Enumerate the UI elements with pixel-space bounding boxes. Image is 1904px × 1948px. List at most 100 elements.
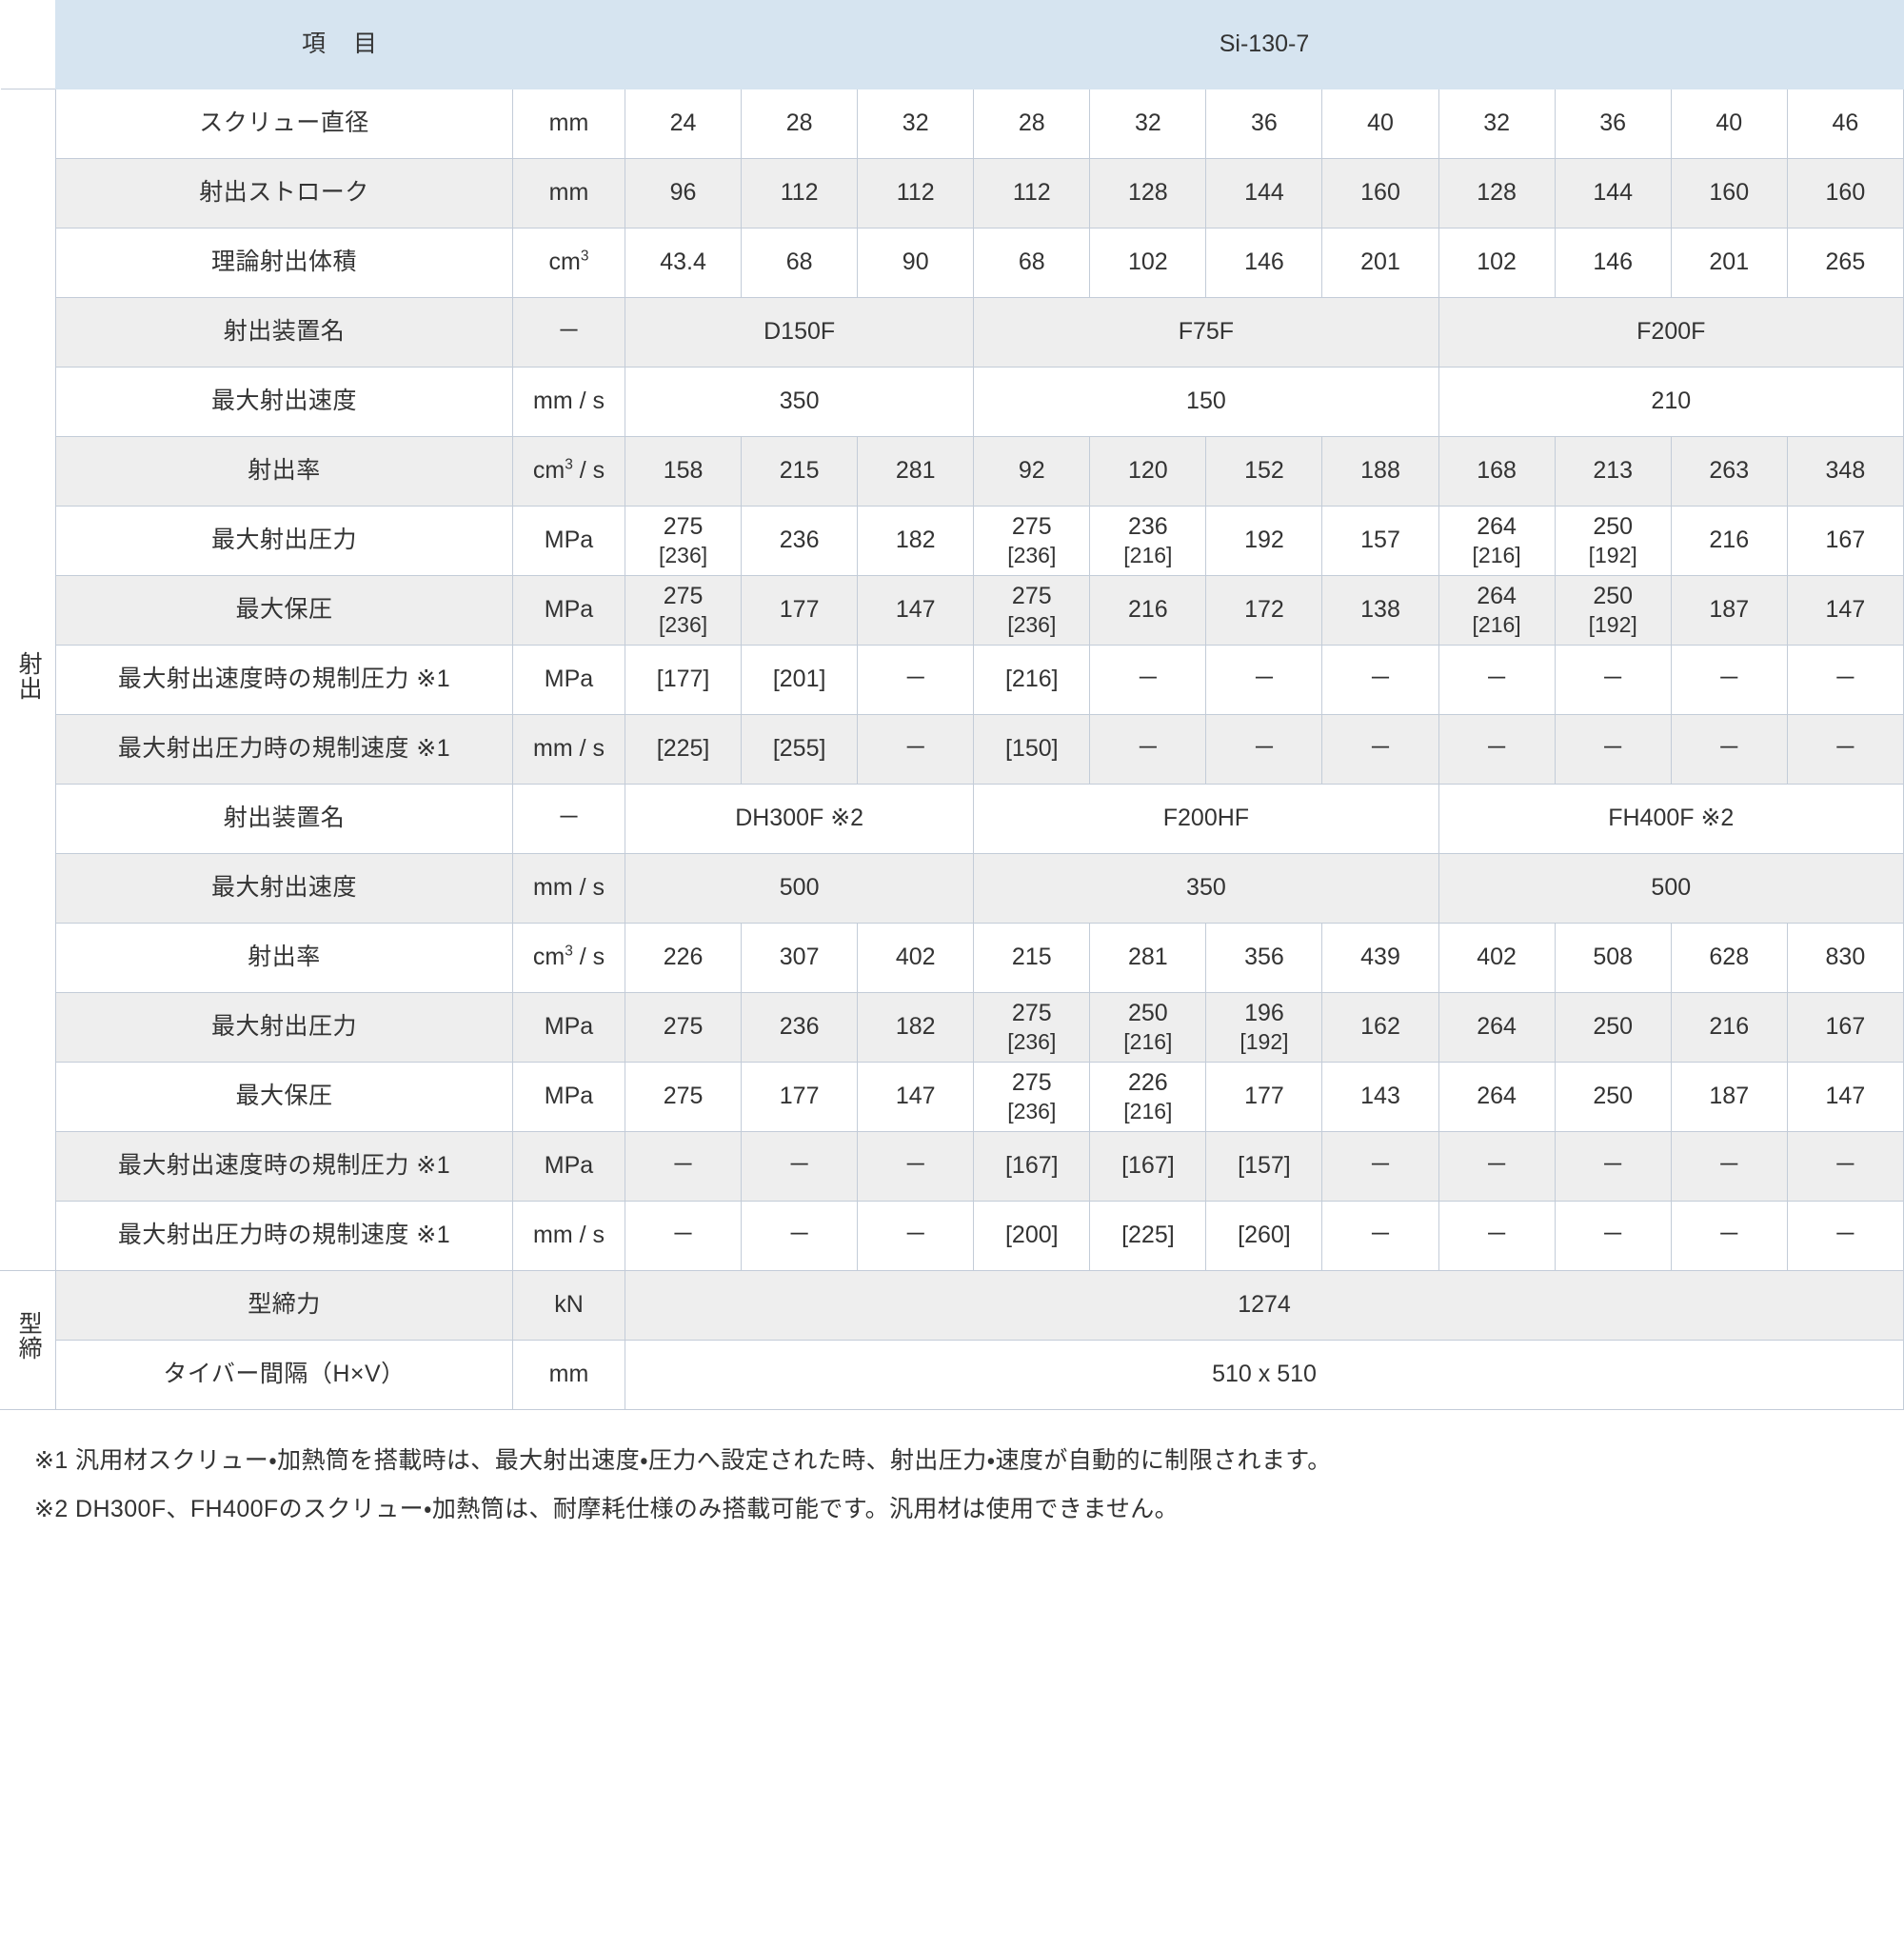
table-row: 最大射出速度時の規制圧力 ※1 MPa [177] [201] － [216] －－－－－－… — [1, 645, 1904, 715]
value-cell: － — [625, 1131, 743, 1202]
value-cell: [177] — [625, 645, 743, 715]
merged-value-cell: 1274 — [625, 1270, 1904, 1341]
value-cell: 275 [236] — [973, 575, 1091, 646]
row-unit: MPa — [511, 506, 626, 576]
value-cell: 96 — [625, 158, 743, 229]
value-cell: [150] — [973, 714, 1091, 785]
row-unit: cm3 / s — [511, 436, 626, 507]
value-cell: 167 — [1786, 506, 1904, 576]
value-cell: [200] — [973, 1201, 1091, 1271]
row-label: 最大射出圧力時の規制速度 ※1 — [55, 714, 513, 785]
value-primary: 250 — [1593, 513, 1634, 540]
value-primary: 275 — [663, 513, 704, 540]
row-unit: MPa — [511, 1062, 626, 1132]
value-cell: 160 — [1786, 158, 1904, 229]
table-row: 最大射出圧力 MPa 275 [236] 236 182 275 [236] 236 [216] 1… — [1, 506, 1904, 576]
value-primary: 275 — [1011, 1000, 1052, 1026]
value-cell: － — [1554, 1201, 1672, 1271]
row-label: 最大射出速度時の規制圧力 ※1 — [55, 645, 513, 715]
value-cell: 112 — [741, 158, 859, 229]
value-cell: － — [1786, 714, 1904, 785]
value-cell: － — [1089, 645, 1207, 715]
value-bracketed: [236] — [658, 612, 708, 638]
value-cell: [225] — [1089, 1201, 1207, 1271]
value-cell: 226 [216] — [1089, 1062, 1207, 1132]
value-cell: 182 — [857, 992, 975, 1063]
value-cell: 143 — [1321, 1062, 1439, 1132]
merged-value-cell: 350 — [625, 367, 975, 437]
value-bracketed: [192] — [1588, 612, 1637, 638]
section-label-injection: 射出 — [0, 89, 56, 1271]
value-bracketed: [236] — [1007, 1099, 1057, 1124]
value-cell: － — [1438, 1131, 1556, 1202]
header-row: 項 目 Si-130-7 — [0, 0, 1904, 89]
row-label: 型締力 — [55, 1270, 513, 1341]
value-cell: － — [741, 1131, 859, 1202]
value-cell: 32 — [1438, 89, 1556, 159]
value-cell: 275 — [625, 992, 743, 1063]
row-unit: MPa — [511, 645, 626, 715]
value-cell: 263 — [1670, 436, 1788, 507]
row-unit: mm / s — [511, 1201, 626, 1271]
value-cell: － — [1670, 1131, 1788, 1202]
row-unit: mm — [511, 158, 626, 229]
value-cell: － — [857, 1201, 975, 1271]
value-cell: － — [1554, 645, 1672, 715]
value-cell: 28 — [973, 89, 1091, 159]
value-cell: 275 [236] — [973, 506, 1091, 576]
value-cell: 158 — [625, 436, 743, 507]
value-cell: － — [1321, 1131, 1439, 1202]
value-cell: 120 — [1089, 436, 1207, 507]
row-unit: mm / s — [511, 853, 626, 924]
header-corner-spacer — [0, 0, 56, 89]
value-cell: － — [1205, 714, 1323, 785]
row-label: 最大射出圧力 — [55, 506, 513, 576]
row-label: スクリュー直径 — [55, 89, 513, 159]
row-unit: mm / s — [511, 714, 626, 785]
merged-value-cell: FH400F ※2 — [1438, 784, 1904, 854]
row-label: 射出率 — [55, 923, 513, 993]
value-bracketed: [216] — [1123, 1099, 1173, 1124]
value-cell: 356 — [1205, 923, 1323, 993]
value-cell: 216 — [1089, 575, 1207, 646]
row-unit: cm3 / s — [511, 923, 626, 993]
row-unit: MPa — [511, 1131, 626, 1202]
value-primary: 236 — [1128, 513, 1168, 540]
value-cell: － — [1670, 714, 1788, 785]
value-cell: 281 — [1089, 923, 1207, 993]
row-label: 射出ストローク — [55, 158, 513, 229]
value-cell: 28 — [741, 89, 859, 159]
value-cell: 275 [236] — [625, 506, 743, 576]
merged-value-cell: F200HF — [973, 784, 1439, 854]
value-cell: 172 — [1205, 575, 1323, 646]
row-label: 最大射出速度 — [55, 367, 513, 437]
row-unit: MPa — [511, 992, 626, 1063]
value-cell: 147 — [1786, 1062, 1904, 1132]
row-label: タイバー間隔（H×V） — [55, 1340, 513, 1410]
value-cell: [157] — [1205, 1131, 1323, 1202]
value-cell: 307 — [741, 923, 859, 993]
value-cell: 128 — [1089, 158, 1207, 229]
value-cell: 40 — [1321, 89, 1439, 159]
value-cell: [260] — [1205, 1201, 1323, 1271]
value-cell: 146 — [1205, 228, 1323, 298]
value-cell: 144 — [1554, 158, 1672, 229]
table-row: 最大射出圧力時の規制速度 ※1 mm / s [225] [255] － [150] －－－… — [1, 714, 1904, 785]
value-primary: 196 — [1244, 1000, 1284, 1026]
value-cell: 264 — [1438, 992, 1556, 1063]
value-cell: 236 — [741, 506, 859, 576]
value-cell: 236 — [741, 992, 859, 1063]
value-bracketed: [192] — [1240, 1029, 1289, 1055]
value-cell: － — [1786, 1201, 1904, 1271]
value-bracketed: [236] — [1007, 612, 1057, 638]
merged-value-cell: D150F — [625, 297, 975, 368]
value-primary: 250 — [1128, 1000, 1168, 1026]
footnote-2: ※2 DH300F、FH400Fのスクリュー・加熱筒は、耐摩耗仕様のみ搭載可能で… — [34, 1496, 1180, 1523]
value-bracketed: [236] — [1007, 1029, 1057, 1055]
value-cell: 196 [192] — [1205, 992, 1323, 1063]
value-cell: 177 — [741, 1062, 859, 1132]
value-cell: － — [1321, 714, 1439, 785]
row-label: 最大射出圧力 — [55, 992, 513, 1063]
header-model-name: Si-130-7 — [625, 0, 1904, 89]
